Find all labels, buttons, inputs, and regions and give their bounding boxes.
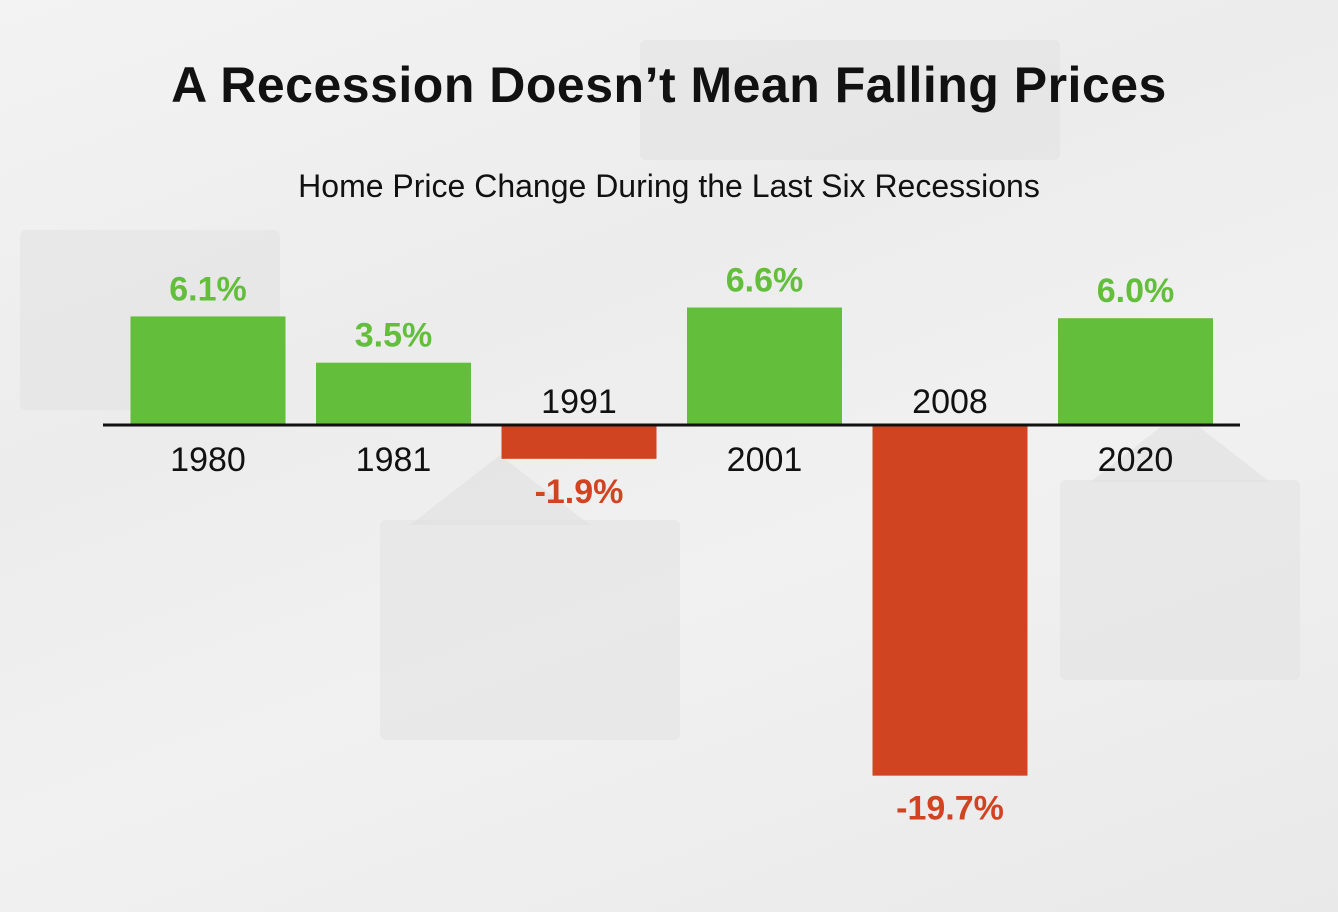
bar-2008 [872, 425, 1028, 776]
category-label-1980: 1980 [170, 441, 246, 479]
background-roof-shape [410, 455, 590, 525]
background-house-shape [640, 40, 1060, 160]
chart-subtitle: Home Price Change During the Last Six Re… [298, 168, 1040, 204]
category-label-1991: 1991 [541, 383, 617, 421]
bar-1980 [130, 316, 286, 425]
data-label-2001: 6.6% [726, 262, 804, 300]
background-house-shape [1060, 480, 1300, 680]
category-label-2001: 2001 [727, 441, 803, 479]
category-label-2020: 2020 [1098, 441, 1174, 479]
bar-2020 [1058, 318, 1213, 425]
category-label-2008: 2008 [912, 383, 988, 421]
category-label-1981: 1981 [356, 441, 432, 479]
data-label-1981: 3.5% [355, 317, 433, 355]
data-label-2020: 6.0% [1097, 272, 1175, 310]
data-label-1991: -1.9% [535, 473, 624, 511]
data-label-1980: 6.1% [169, 270, 247, 308]
chart-title: A Recession Doesn’t Mean Falling Prices [171, 57, 1167, 113]
bar-2001 [687, 307, 842, 425]
bar-1991 [501, 425, 657, 459]
data-label-2008: -19.7% [896, 790, 1004, 828]
bar-1981 [316, 362, 471, 425]
background-house-shape [380, 520, 680, 740]
